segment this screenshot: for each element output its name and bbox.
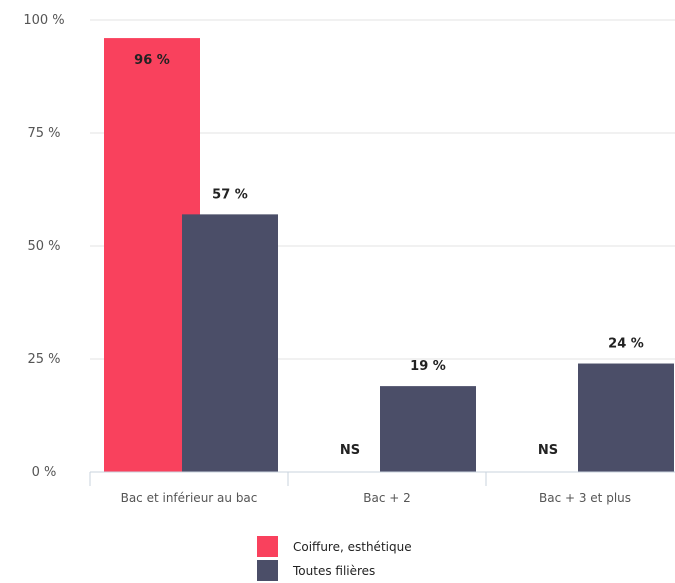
data-label: 96 % — [134, 53, 170, 68]
legend-label: Coiffure, esthétique — [293, 540, 412, 554]
y-tick-label: 75 % — [27, 126, 60, 141]
legend-label: Toutes filières — [292, 564, 375, 578]
data-label: NS — [340, 443, 360, 458]
data-label: 19 % — [410, 359, 446, 374]
bar-toutes-2 — [578, 363, 674, 472]
bars — [104, 38, 674, 473]
x-tick-label: Bac + 2 — [363, 491, 411, 505]
legend: Coiffure, esthétique Toutes filières — [257, 536, 412, 581]
legend-swatch — [257, 560, 278, 581]
bar-toutes-0 — [182, 214, 278, 473]
x-tick-label: Bac + 3 et plus — [539, 491, 631, 505]
legend-swatch — [257, 536, 278, 557]
data-label: 24 % — [608, 337, 644, 352]
y-tick-label: 0 % — [32, 465, 57, 480]
data-label: NS — [538, 443, 558, 458]
y-tick-label: 50 % — [27, 239, 60, 254]
x-axis: Bac et inférieur au bac Bac + 2 Bac + 3 et… — [89, 471, 675, 505]
data-label: 57 % — [212, 187, 248, 202]
value-labels: 96 % 57 % NS 19 % NS 24 % — [134, 53, 644, 458]
y-tick-label: 100 % — [23, 13, 64, 28]
bar-toutes-1 — [380, 386, 476, 472]
y-tick-label: 25 % — [27, 352, 60, 367]
y-axis-ticks: 0 % 25 % 50 % 75 % 100 % — [23, 13, 64, 480]
x-tick-label: Bac et inférieur au bac — [121, 491, 258, 505]
